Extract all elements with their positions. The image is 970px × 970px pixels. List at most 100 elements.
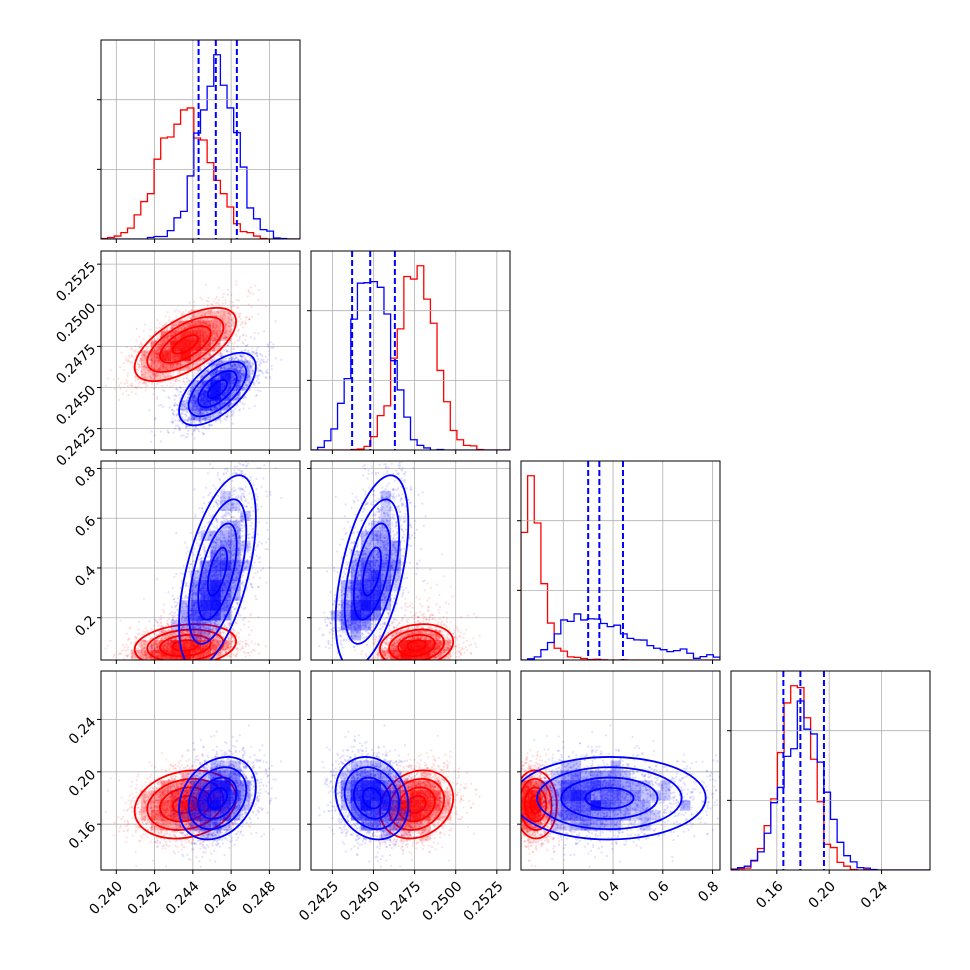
scatter-point	[237, 312, 240, 315]
scatter-point	[158, 368, 161, 371]
scatter-point	[231, 317, 235, 320]
scatter-point	[220, 309, 223, 312]
scatter-point	[157, 347, 161, 350]
scatter-point	[148, 334, 152, 337]
scatter-point	[173, 394, 176, 397]
scatter-point	[131, 361, 134, 364]
scatter-point	[164, 315, 167, 318]
scatter-point	[274, 320, 277, 323]
scatter-point	[172, 363, 175, 366]
scatter-point	[200, 360, 203, 363]
scatter-point	[250, 361, 253, 364]
scatter-point	[222, 314, 225, 317]
scatter-point	[177, 363, 180, 366]
scatter-point	[176, 370, 180, 374]
scatter-point	[266, 358, 269, 361]
scatter-point	[143, 323, 147, 326]
scatter-point	[149, 376, 152, 380]
scatter-point	[141, 376, 145, 379]
scatter-point	[141, 365, 144, 369]
scatter-point	[151, 371, 154, 374]
scatter-point	[261, 372, 265, 375]
scatter-point	[170, 327, 173, 330]
scatter-point	[234, 280, 238, 283]
scatter-point	[146, 376, 149, 379]
scatter-point	[119, 387, 122, 390]
scatter-point	[166, 334, 170, 337]
density-cell	[220, 310, 231, 321]
scatter-point	[186, 435, 189, 438]
scatter-point	[231, 315, 234, 319]
scatter-point	[228, 325, 231, 328]
scatter-point	[137, 378, 140, 381]
scatter-point	[218, 323, 221, 326]
scatter-point	[213, 318, 216, 321]
scatter-point	[157, 335, 160, 338]
scatter-point	[138, 365, 141, 368]
scatter-point	[211, 332, 214, 335]
scatter-point	[125, 346, 128, 349]
scatter-point	[224, 323, 228, 326]
scatter-point	[173, 310, 176, 313]
scatter-point	[223, 329, 226, 332]
scatter-point	[213, 327, 217, 330]
scatter-point	[215, 315, 218, 318]
scatter-point	[226, 322, 229, 325]
scatter-point	[230, 305, 233, 309]
scatter-point	[209, 309, 212, 312]
scatter-point	[231, 422, 234, 425]
scatter-point	[142, 329, 145, 333]
scatter-point	[172, 409, 176, 412]
scatter-point	[140, 341, 143, 344]
scatter-point	[232, 410, 235, 413]
scatter-point	[224, 299, 227, 302]
scatter-point	[178, 379, 182, 383]
scatter-point	[126, 372, 129, 375]
scatter-point	[232, 324, 235, 327]
scatter-point	[188, 417, 191, 421]
scatter-point	[203, 357, 206, 360]
scatter-point	[144, 389, 147, 392]
scatter-point	[208, 423, 211, 426]
scatter-point	[187, 367, 190, 371]
scatter-point	[206, 317, 209, 321]
scatter-point	[144, 354, 148, 357]
scatter-point	[152, 393, 155, 396]
scatter-point	[142, 365, 145, 368]
scatter-point	[197, 348, 200, 352]
scatter-point	[168, 319, 171, 322]
scatter-point	[171, 420, 175, 423]
scatter-point	[270, 368, 273, 371]
scatter-point	[223, 337, 227, 340]
scatter-point	[220, 315, 223, 318]
scatter-point	[199, 352, 202, 355]
scatter-point	[158, 368, 161, 371]
scatter-point	[142, 338, 145, 341]
scatter-point	[186, 377, 189, 380]
scatter-point	[217, 324, 220, 327]
scatter-point	[134, 392, 138, 395]
scatter-point	[182, 311, 185, 314]
scatter-point	[221, 309, 224, 312]
scatter-point	[164, 323, 167, 326]
scatter-point	[157, 366, 161, 369]
scatter-point	[227, 325, 230, 328]
scatter-point	[166, 311, 169, 314]
scatter-point	[145, 366, 148, 369]
scatter-point	[212, 332, 216, 335]
scatter-point	[172, 323, 175, 327]
scatter-point	[243, 403, 246, 406]
scatter-point	[166, 329, 169, 332]
scatter-point	[224, 325, 227, 328]
scatter-point	[166, 327, 169, 330]
scatter-point	[139, 370, 142, 373]
scatter-point	[244, 322, 247, 325]
scatter-point	[203, 425, 206, 428]
scatter-point	[154, 375, 157, 378]
scatter-point	[143, 382, 147, 385]
scatter-point	[223, 311, 226, 315]
scatter-point	[161, 373, 164, 377]
scatter-point	[131, 385, 134, 388]
scatter-point	[213, 349, 216, 352]
